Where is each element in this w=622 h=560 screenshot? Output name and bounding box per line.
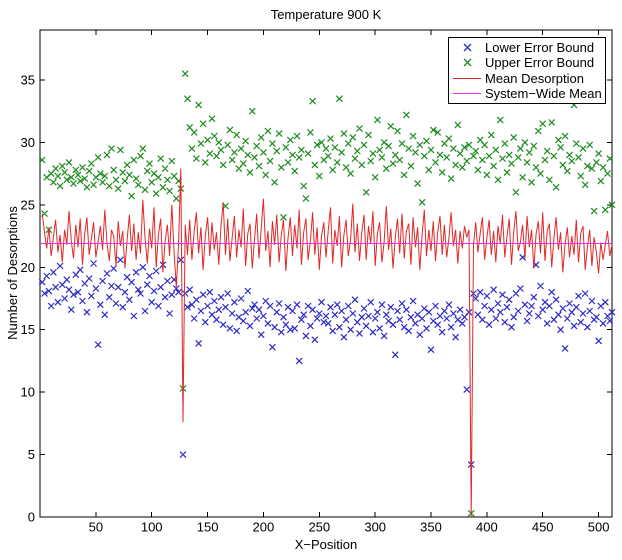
y-tick-label: 0 (28, 510, 35, 525)
legend-label: Mean Desorption (485, 70, 584, 86)
chart-title: Temperature 900 K (270, 7, 382, 22)
legend-row-system-wide-mean: System−Wide Mean (449, 86, 605, 101)
legend-label: System−Wide Mean (485, 85, 602, 101)
y-tick-label: 20 (21, 260, 35, 275)
x-tick-label: 400 (476, 520, 498, 535)
legend-row-upper-error-bound: Upper Error Bound (449, 55, 605, 70)
x-tick-label: 200 (253, 520, 275, 535)
y-tick-label: 25 (21, 197, 35, 212)
legend-label: Upper Error Bound (485, 55, 595, 71)
x-tick-label: 500 (588, 520, 610, 535)
x-tick-label: 450 (532, 520, 554, 535)
x-marker-icon (449, 57, 485, 68)
y-axis-label: Number of Desorptions (5, 206, 20, 340)
legend-row-lower-error-bound: Lower Error Bound (449, 40, 605, 55)
x-tick-label: 300 (364, 520, 386, 535)
legend-row-mean-desorption: Mean Desorption (449, 71, 605, 86)
y-tick-label: 10 (21, 385, 35, 400)
upper-error-bound-markers (38, 70, 616, 517)
x-marker-icon (449, 42, 485, 53)
axes-box (39, 29, 613, 518)
lower-error-bound-markers (38, 253, 616, 469)
x-tick-label: 350 (420, 520, 442, 535)
y-tick-label: 5 (28, 447, 35, 462)
y-tick-label: 30 (21, 135, 35, 150)
legend-label: Lower Error Bound (485, 40, 595, 56)
x-tick-label: 100 (141, 520, 163, 535)
x-axis-label: X−Position (294, 537, 358, 552)
line-marker-icon (449, 92, 485, 94)
y-tick-label: 35 (21, 72, 35, 87)
axis-ticks (40, 30, 612, 518)
x-tick-label: 250 (308, 520, 330, 535)
y-tick-label: 15 (21, 322, 35, 337)
legend: Lower Error Bound Upper Error Bound Mean… (448, 37, 606, 104)
x-tick-label: 150 (197, 520, 219, 535)
x-tick-label: 50 (89, 520, 103, 535)
mean-desorption-line (41, 168, 613, 518)
line-marker-icon (449, 77, 485, 79)
